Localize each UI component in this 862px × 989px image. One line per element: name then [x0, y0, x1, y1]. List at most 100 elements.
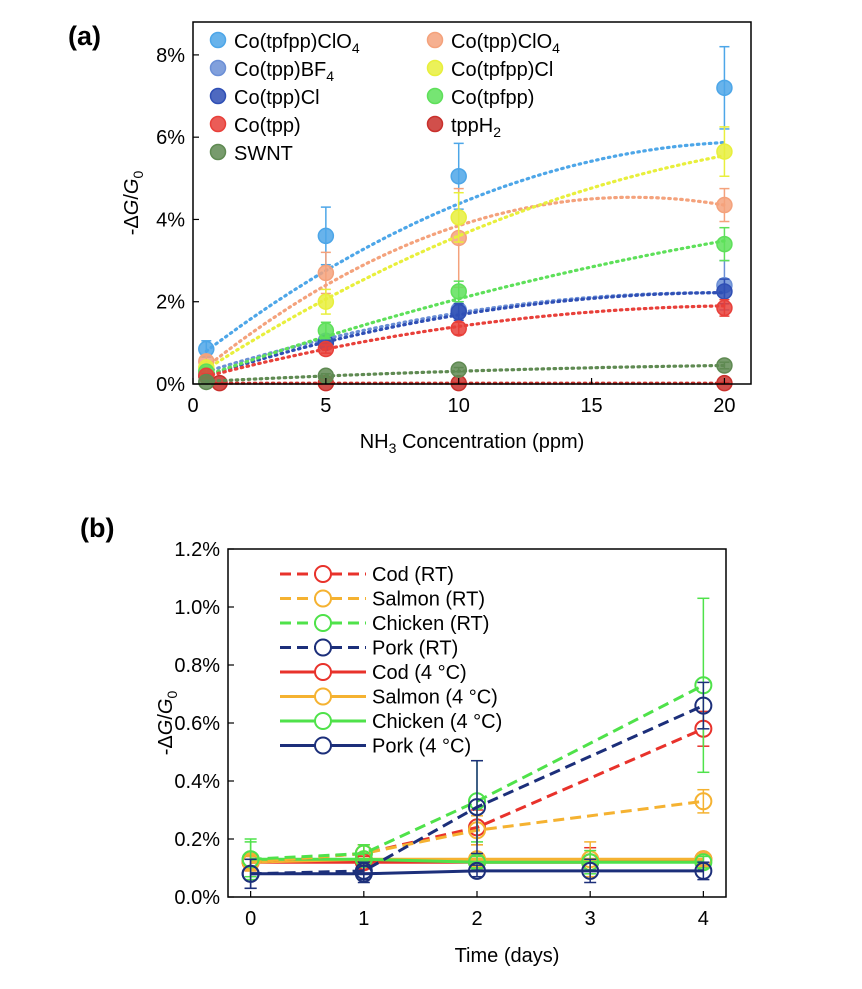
- series-6: [198, 298, 733, 385]
- legend-marker: [209, 59, 227, 77]
- legend-marker: [314, 614, 332, 632]
- data-point: [450, 168, 467, 185]
- x-tick-label: 0: [187, 395, 198, 417]
- y-tick-label: 4%: [156, 209, 185, 231]
- y-tick-label: 1.0%: [174, 597, 220, 619]
- legend-label: Co(tpfpp)Cl: [451, 59, 553, 81]
- data-point: [694, 861, 713, 880]
- panel-a-ticks: 0 5 10 15 20 0% 2% 4% 6% 8%: [156, 45, 735, 417]
- data-point: [716, 79, 733, 97]
- y-tick-label: 0%: [156, 374, 185, 396]
- legend-marker: [426, 59, 444, 77]
- legend-label: Chicken (4 °C): [372, 711, 502, 733]
- y-tick-label: 0.0%: [174, 887, 220, 909]
- y-tick-label: 0.4%: [174, 771, 220, 793]
- legend-label: Co(tpp)Cl: [234, 87, 320, 109]
- data-point: [241, 864, 260, 883]
- data-point: [317, 340, 335, 358]
- data-point: [716, 235, 733, 253]
- y-tick-label: 1.2%: [174, 539, 220, 561]
- fit-line: [204, 195, 726, 369]
- legend-marker: [426, 31, 444, 49]
- legend-label: Salmon (4 °C): [372, 687, 498, 709]
- legend-label: Pork (RT): [372, 638, 458, 660]
- y-tick-label: 6%: [156, 127, 185, 149]
- x-tick-label: 15: [580, 395, 602, 417]
- x-tick-label: 1: [358, 908, 369, 930]
- legend-label: Salmon (RT): [372, 589, 485, 611]
- x-tick-label: 10: [448, 395, 470, 417]
- panel-b-chart: (b) 0 1 2 3 4 0.0% 0.2% 0.4% 0.6% 0.8% 1.0% 1.2% Co…: [80, 513, 727, 967]
- fit-line: [204, 140, 726, 353]
- series-2: [198, 259, 733, 380]
- x-tick-label: 0: [245, 908, 256, 930]
- y-tick-label: 0.6%: [174, 713, 220, 735]
- data-point: [468, 798, 486, 817]
- x-tick-label: 20: [713, 395, 735, 417]
- legend-marker: [314, 736, 332, 755]
- series-line: [250, 683, 705, 861]
- legend-marker: [426, 87, 444, 105]
- series-line: [250, 704, 705, 876]
- panel-b-x-axis-label: Time (days): [455, 945, 560, 967]
- series-0: [198, 45, 733, 359]
- legend-marker: [209, 115, 227, 133]
- data-point: [716, 357, 733, 374]
- x-tick-label: 2: [471, 908, 482, 930]
- panel-a-frame: [192, 21, 752, 385]
- y-tick-label: 8%: [156, 45, 185, 67]
- data-point: [468, 861, 486, 880]
- legend-label: Co(tpfpp): [451, 87, 534, 109]
- data-point: [581, 861, 600, 880]
- legend-marker: [209, 31, 227, 49]
- data-point: [716, 143, 733, 160]
- x-tick-label: 3: [585, 908, 596, 930]
- legend-label: Co(tpp): [234, 115, 301, 137]
- panel-b-marks: [241, 597, 713, 890]
- data-point: [354, 861, 373, 880]
- panel-b-ticks: 0 1 2 3 4 0.0% 0.2% 0.4% 0.6% 0.8% 1.0% 1.2%: [174, 539, 709, 930]
- data-point: [317, 322, 335, 339]
- data-point: [450, 303, 467, 321]
- panel-b-label: (b): [80, 513, 114, 543]
- legend-marker: [209, 87, 227, 105]
- panel-b-y-axis-label: -ΔG/G0: [155, 691, 180, 756]
- legend-label: Cod (RT): [372, 564, 454, 586]
- data-point: [450, 320, 467, 337]
- panel-a-legend: Co(tpfpp)ClO4 Co(tpp)ClO4 Co(tpp)BF4 Co(tpf…: [209, 31, 560, 165]
- series-3: [241, 681, 713, 890]
- data-point: [716, 299, 733, 317]
- legend-marker: [314, 638, 332, 657]
- data-point: [450, 209, 467, 226]
- data-point: [450, 283, 467, 300]
- panel-a-y-axis-label: -ΔG/G0: [121, 171, 146, 236]
- legend-marker: [314, 687, 332, 706]
- x-tick-label: 4: [698, 908, 709, 930]
- panel-a-x-axis-label: NH3 Concentration (ppm): [360, 431, 585, 456]
- data-point: [317, 227, 335, 245]
- legend-label: Chicken (RT): [372, 613, 489, 635]
- y-tick-label: 0.2%: [174, 829, 220, 851]
- data-point: [716, 196, 733, 214]
- panel-b-legend: Cod (RT) Salmon (RT)Chicken (RT) Pork (RT)…: [280, 564, 502, 758]
- legend-label: Cod (4 °C): [372, 662, 467, 684]
- legend-marker: [314, 589, 332, 608]
- y-tick-label: 0.8%: [174, 655, 220, 677]
- fit-line: [204, 239, 726, 377]
- series-5: [198, 226, 733, 380]
- legend-marker: [314, 565, 332, 583]
- data-point: [716, 283, 733, 300]
- legend-label: Co(tpfpp)ClO4: [234, 31, 360, 56]
- fit-line: [204, 154, 726, 371]
- panel-a-label: (a): [68, 21, 101, 51]
- legend-label: tppH2: [451, 115, 501, 140]
- panel-a-chart: (a) 0 5 10 15 200%2%4%6%8% Co(tpfpp)ClO4 Co(t…: [68, 21, 752, 456]
- data-point: [450, 361, 467, 378]
- x-tick-label: 5: [320, 395, 331, 417]
- legend-marker: [314, 663, 332, 681]
- legend-label: Co(tpp)ClO4: [451, 31, 560, 56]
- panel-a-marks: [198, 45, 733, 392]
- legend-label: Co(tpp)BF4: [234, 59, 334, 84]
- legend-label: Pork (4 °C): [372, 736, 471, 758]
